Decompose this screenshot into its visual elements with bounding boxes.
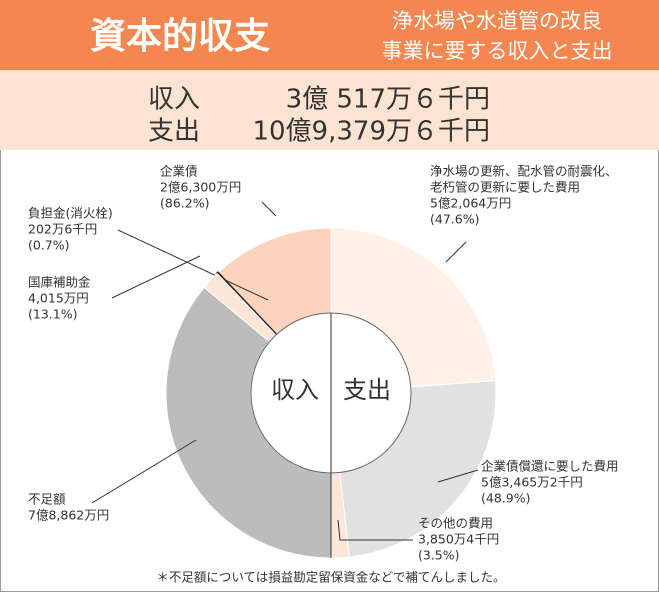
segment-percent: (3.5%) bbox=[418, 548, 460, 563]
segment-value: 3,850万4千円 bbox=[418, 532, 499, 547]
header-band bbox=[0, 0, 659, 70]
segment-percent: (13.1%) bbox=[28, 307, 77, 322]
segment-name: 浄水場の更新、配水管の耐震化、 bbox=[430, 164, 618, 179]
summary-label: 支出 bbox=[148, 117, 200, 147]
leader-line bbox=[261, 201, 277, 217]
center-label: 支出 bbox=[343, 376, 391, 404]
segment-value: 7億8,862万円 bbox=[28, 508, 109, 523]
footnote: ＊不足額については損益勘定留保資金などで補てんしました。 bbox=[156, 570, 505, 585]
center-label: 収入 bbox=[271, 376, 319, 404]
subtitle: 事業に要する収入と支出 bbox=[382, 39, 613, 63]
segment-percent: (48.9%) bbox=[481, 491, 530, 506]
leader-line bbox=[111, 255, 201, 299]
segment-value: 2億6,300万円 bbox=[160, 180, 241, 195]
segment-value: 5億3,465万2千円 bbox=[481, 475, 583, 490]
segment-percent: (0.7%) bbox=[28, 238, 70, 253]
segment-percent: (47.6%) bbox=[430, 212, 479, 227]
segment-name: 不足額 bbox=[28, 492, 66, 507]
leader-line bbox=[437, 469, 479, 483]
segment-percent: (86.2%) bbox=[160, 196, 209, 211]
segment-name: 企業債 bbox=[160, 164, 198, 179]
segment-value: 5億2,064万円 bbox=[430, 196, 511, 211]
segment-name: 企業債償還に要した費用 bbox=[481, 459, 619, 474]
subtitle: 浄水場や水道管の改良 bbox=[392, 9, 602, 33]
leader-line bbox=[337, 519, 413, 541]
segment-name: その他の費用 bbox=[418, 516, 493, 531]
segment-name: 国庫補助金 bbox=[28, 275, 91, 290]
segment-name: 老朽管の更新に要した費用 bbox=[430, 180, 580, 195]
leader-line bbox=[91, 439, 197, 504]
segment-value: 202万6千円 bbox=[28, 222, 97, 237]
segment-value: 4,015万円 bbox=[28, 291, 89, 306]
summary-band bbox=[0, 70, 659, 150]
chart-title: 資本的収支 bbox=[90, 16, 270, 57]
leader-line bbox=[445, 241, 467, 263]
summary-value: 10億9,379万６千円 bbox=[252, 117, 490, 147]
leader-line bbox=[117, 229, 269, 301]
segment-name: 負担金(消火栓) bbox=[28, 206, 113, 221]
summary-label: 収入 bbox=[148, 85, 200, 115]
summary-value: 3億 517万６千円 bbox=[286, 85, 490, 115]
